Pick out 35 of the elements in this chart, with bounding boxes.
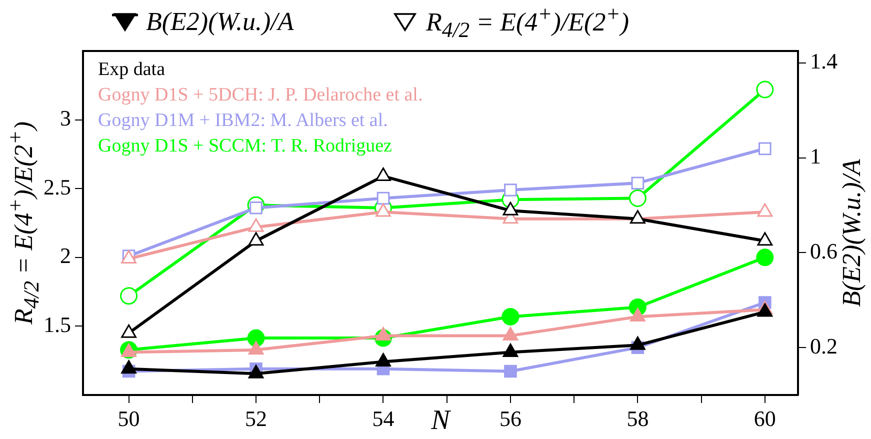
text: R$_{4/2}$ = E(4$^{+}$)/E(2$^{+}$) — [426, 2, 630, 42]
y2-tick-label: 1 — [810, 144, 821, 169]
text: Gogny D1S + SCCM: T. R. Rodriguez — [98, 135, 392, 156]
y2-tick-label: 1.4 — [810, 48, 838, 74]
point — [376, 203, 391, 217]
y-tick-label: 2 — [60, 243, 71, 268]
point — [502, 202, 518, 216]
x-tick-label: 60 — [754, 406, 776, 431]
point — [248, 232, 264, 246]
x-tick-label: 50 — [118, 406, 140, 431]
y2-axis-title: B(E2)(W.u.)/A — [837, 159, 867, 307]
text: Gogny D1S + 5DCH: J. P. Delaroche et al. — [98, 84, 423, 106]
y-tick-label: 2.5 — [44, 174, 71, 200]
text: B(E2)(W.u.)/A — [146, 7, 294, 37]
y-tick-label: 1.5 — [44, 312, 71, 337]
point — [757, 203, 773, 217]
point — [758, 142, 772, 156]
y2-tick-label: 0.2 — [810, 333, 838, 358]
point — [121, 324, 136, 338]
x-axis-title: N — [431, 405, 450, 436]
text: Exp data — [98, 58, 166, 80]
point — [757, 232, 773, 246]
y-tick-label: 3 — [60, 106, 71, 131]
text: Gogny D1M + IBM2: M. Albers et al. — [98, 110, 388, 131]
point — [376, 192, 390, 205]
y2-tick-label: 0.6 — [810, 238, 838, 264]
point — [504, 184, 517, 196]
x-tick-label: 58 — [626, 406, 649, 431]
point — [631, 176, 644, 190]
point — [628, 189, 646, 207]
x-tick-label: 52 — [245, 406, 268, 431]
x-tick-label: 56 — [499, 406, 522, 431]
x-tick-label: 54 — [372, 406, 394, 431]
point — [248, 218, 264, 232]
point — [756, 80, 774, 98]
